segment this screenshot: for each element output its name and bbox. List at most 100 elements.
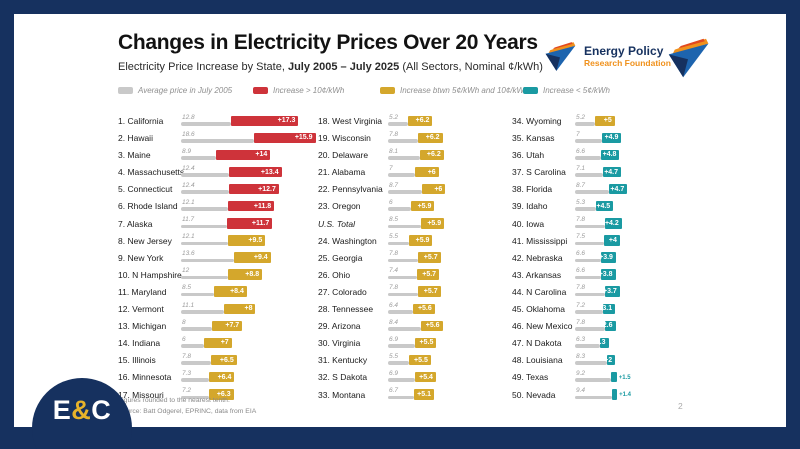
base-price-track xyxy=(181,292,215,297)
state-label: 49. Texas xyxy=(512,372,549,383)
bar-chart: 1. California 12.8 +17.3 2. Hawaii 18.6 +15.9… xyxy=(118,112,700,403)
increase-bar-with-value: +5.5 xyxy=(409,354,431,366)
base-price-value: 12.8 xyxy=(182,113,195,121)
state-row: 11. Maryland 8.5 +8.4 xyxy=(118,283,318,300)
base-price-track xyxy=(388,173,416,177)
state-row: 38. Florida 8.7 +4.7 xyxy=(512,180,700,197)
state-label: 48. Louisiana xyxy=(512,355,563,366)
base-price-track xyxy=(388,139,419,143)
base-price-value: 5.3 xyxy=(576,198,586,206)
subtitle-suffix: (All Sectors, Nominal ¢/kWh) xyxy=(399,61,543,73)
state-label: 6. Rhode Island xyxy=(118,201,178,212)
subtitle-date-range: July 2005 – July 2025 xyxy=(287,61,400,73)
bar-area: 8.1 +6.2 xyxy=(388,146,510,163)
base-price-track xyxy=(575,378,611,382)
state-row: 9. New York 13.6 +9.4 xyxy=(118,249,318,266)
bar-area: 7.8 +2.6 xyxy=(575,317,698,334)
state-row: 47. N Dakota 6.3 +2.3 xyxy=(512,334,700,351)
bar-area: 8 +7.7 xyxy=(181,317,316,334)
state-label: 46. New Mexico xyxy=(512,321,573,332)
chart-column-3: 34. Wyoming 5.2 +5 35. Kansas 7 +4.9 36. Utah 6… xyxy=(512,112,700,403)
org-logo-subname: Research Foundation xyxy=(584,58,671,68)
footnote-line-2: Source: Batt Odgerel, EPRINC, data from … xyxy=(118,407,257,415)
subtitle-prefix: Electricity Price Increase by State, xyxy=(118,61,288,73)
base-price-track xyxy=(575,344,600,348)
state-label: 27. Colorado xyxy=(318,286,367,297)
base-price-track xyxy=(181,258,235,263)
increase-bar-with-value: +4.2 xyxy=(605,218,622,229)
base-price-value: 7.4 xyxy=(389,267,399,275)
footnote: Figures rounded to the nearest tenth. So… xyxy=(118,396,256,417)
increase-bar-with-value: +6 xyxy=(421,183,446,195)
base-price-track xyxy=(575,395,612,399)
state-row: 25. Georgia 7.8 +5.7 xyxy=(318,249,512,266)
increase-bar-with-value: +7.7 xyxy=(212,320,243,332)
state-label: 20. Delaware xyxy=(318,150,369,161)
increase-bar-with-value: +8.8 xyxy=(227,269,263,280)
increase-bar-with-value: +5 xyxy=(595,115,615,126)
increase-bar-with-value: +5.7 xyxy=(416,269,440,280)
increase-bar-with-value: +5.7 xyxy=(418,286,441,297)
increase-bar-with-value: +6.3 xyxy=(209,389,234,400)
base-price-value: 6.9 xyxy=(389,335,399,343)
base-price-track xyxy=(181,207,229,211)
increase-bar-with-value: +5.1 xyxy=(414,389,434,400)
state-label: U.S. Total xyxy=(318,218,356,229)
base-price-track xyxy=(181,378,210,382)
increase-bar-with-value: +3.7 xyxy=(603,286,620,297)
base-price-value: 6.6 xyxy=(576,147,586,155)
increase-bar xyxy=(610,371,617,383)
state-row: 49. Texas 9.2 +1.5 xyxy=(512,368,700,385)
base-price-track xyxy=(575,258,601,263)
state-row: 41. Mississippi 7.5 +4 xyxy=(512,232,700,249)
bar-area: 5.2 +5 xyxy=(575,112,698,129)
state-label: 18. West Virginia xyxy=(318,116,382,126)
state-row: 39. Idaho 5.3 +4.5 xyxy=(512,197,700,214)
increase-bar-with-value: +8 xyxy=(224,303,256,315)
state-label: 30. Virginia xyxy=(318,338,361,349)
base-price-track xyxy=(388,344,415,348)
bar-area: 6.9 +5.5 xyxy=(388,334,510,351)
state-row: 10. N Hampshire 12 +8.8 xyxy=(118,266,318,283)
increase-bar-with-value: +15.9 xyxy=(253,132,316,144)
bar-area: 7.8 +5.7 xyxy=(388,283,510,300)
increase-bar-with-value: +4.9 xyxy=(602,132,622,144)
bar-area: 6 +5.9 xyxy=(388,197,510,214)
base-price-track xyxy=(181,327,213,331)
increase-bar-with-value: +13.4 xyxy=(229,166,282,178)
state-label: 31. Kentucky xyxy=(318,355,368,366)
base-price-track xyxy=(388,378,415,382)
bar-area: 13.6 +9.4 xyxy=(181,249,316,266)
base-price-value: 8.9 xyxy=(182,147,192,155)
state-row: 24. Washington 5.5 +5.9 xyxy=(318,232,512,249)
bar-area: 7.8 +3.7 xyxy=(575,283,698,300)
legend-label: Increase > 10¢/kWh xyxy=(273,86,345,95)
state-label: 3. Maine xyxy=(118,150,151,161)
legend-swatch-increase-gt-10 xyxy=(253,87,268,94)
base-price-value: 5.2 xyxy=(389,113,399,121)
bar-area: 6.6 +3.8 xyxy=(575,266,698,283)
base-price-value: 9.4 xyxy=(576,387,586,394)
chart-column-2: 18. West Virginia 5.2 +6.2 19. Wisconsin 7.8… xyxy=(318,112,512,403)
state-label: 39. Idaho xyxy=(512,201,548,212)
base-price-value: 7.8 xyxy=(389,130,399,138)
base-price-value: 5.2 xyxy=(576,113,586,121)
increase-bar-with-value: +4.5 xyxy=(595,200,614,212)
base-price-track xyxy=(181,190,230,194)
base-price-value: 6.4 xyxy=(389,301,399,309)
increase-bar-with-value: +9.5 xyxy=(228,235,266,246)
state-row: 43. Arkansas 6.6 +3.8 xyxy=(512,266,700,283)
state-label: 12. Vermont xyxy=(118,304,164,315)
bar-area: 6.3 +2.3 xyxy=(575,334,698,351)
base-price-track xyxy=(388,258,419,263)
bar-area: 7.3 +6.4 xyxy=(181,368,316,385)
base-price-value: 6.3 xyxy=(576,335,586,343)
legend-item-increase-5-to-10: Increase btwn 5¢/kWh and 10¢/kWh xyxy=(380,86,529,95)
base-price-track xyxy=(181,344,205,348)
bar-area: 7 +6 xyxy=(388,163,510,180)
state-label: 17. Missouri xyxy=(118,389,164,400)
base-price-track xyxy=(575,122,596,126)
base-price-value: 7.3 xyxy=(182,369,192,377)
base-price-track xyxy=(575,275,601,280)
ec-logo-part1: E xyxy=(52,395,72,425)
